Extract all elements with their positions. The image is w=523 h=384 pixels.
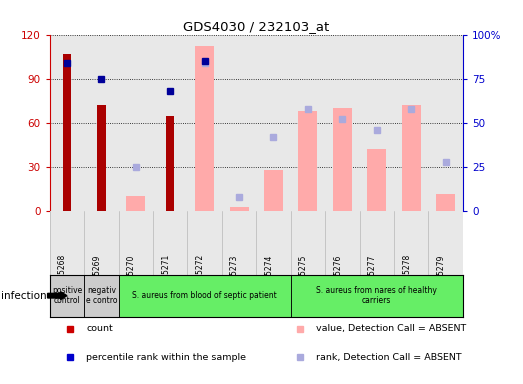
Bar [428, 211, 463, 275]
Bar [84, 275, 119, 317]
Bar [63, 54, 71, 211]
Bar [222, 35, 256, 211]
Bar [299, 111, 317, 211]
Bar [187, 35, 222, 211]
Text: S. aureus from blood of septic patient: S. aureus from blood of septic patient [132, 291, 277, 300]
Bar [325, 35, 360, 211]
Bar [50, 35, 84, 211]
Bar [325, 211, 360, 275]
Bar [50, 211, 84, 275]
Text: positive
control: positive control [52, 286, 82, 305]
Text: percentile rank within the sample: percentile rank within the sample [86, 353, 246, 362]
Bar [126, 197, 145, 211]
Bar [436, 194, 455, 211]
Bar [50, 275, 84, 317]
Bar [187, 211, 222, 275]
Bar [195, 46, 214, 211]
Bar [264, 170, 283, 211]
Bar [153, 35, 187, 211]
Bar [394, 35, 428, 211]
Text: rank, Detection Call = ABSENT: rank, Detection Call = ABSENT [316, 353, 462, 362]
Bar [402, 105, 420, 211]
Bar [333, 108, 352, 211]
Bar [153, 211, 187, 275]
Bar [119, 35, 153, 211]
Bar [230, 207, 248, 211]
Text: S. aureus from nares of healthy
carriers: S. aureus from nares of healthy carriers [316, 286, 437, 305]
Text: negativ
e contro: negativ e contro [86, 286, 117, 305]
Bar [256, 35, 291, 211]
Bar [222, 211, 256, 275]
Bar [360, 211, 394, 275]
Bar [360, 35, 394, 211]
Bar [119, 211, 153, 275]
Title: GDS4030 / 232103_at: GDS4030 / 232103_at [183, 20, 329, 33]
Bar [256, 211, 291, 275]
Bar [166, 116, 175, 211]
Text: value, Detection Call = ABSENT: value, Detection Call = ABSENT [316, 324, 467, 333]
Bar [84, 35, 119, 211]
Bar [84, 211, 119, 275]
Text: count: count [86, 324, 113, 333]
Bar [367, 149, 386, 211]
Text: infection: infection [2, 291, 47, 301]
Bar [394, 211, 428, 275]
Bar [119, 275, 291, 317]
Bar [428, 35, 463, 211]
Bar [97, 105, 106, 211]
Bar [291, 35, 325, 211]
Bar [291, 211, 325, 275]
Bar [291, 275, 463, 317]
